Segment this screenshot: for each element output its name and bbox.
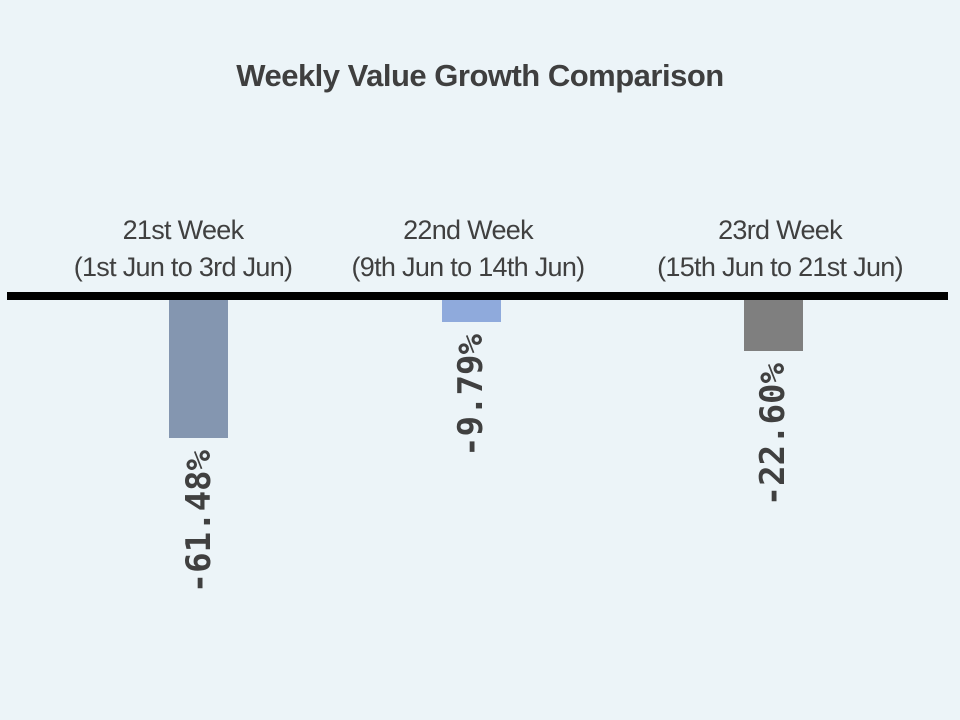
category-label-22nd-week: 22nd Week (9th Jun to 14th Jun) [298,212,638,286]
category-range-text: (15th Jun to 21st Jun) [657,252,903,282]
x-axis-baseline [7,292,948,300]
category-week-text: 23rd Week [718,215,842,245]
bar-23rd-week [744,300,803,351]
category-label-21st-week: 21st Week (1st Jun to 3rd Jun) [13,212,353,286]
bar-value-label-23rd-week: -22.60% [752,363,794,506]
chart-title: Weekly Value Growth Comparison [236,58,724,93]
category-range-text: (9th Jun to 14th Jun) [351,252,586,282]
category-range-text: (1st Jun to 3rd Jun) [73,252,293,282]
category-week-text: 22nd Week [403,215,533,245]
value-text: -61.48% [179,450,219,594]
category-label-23rd-week: 23rd Week (15th Jun to 21st Jun) [610,212,950,286]
value-text: -9.79% [451,334,491,457]
bar-22nd-week [442,300,501,322]
category-week-text: 21st Week [122,215,244,245]
bar-21st-week [169,300,228,438]
value-text: -22.60% [753,363,793,507]
bar-value-label-21st-week: -61.48% [178,450,220,593]
bar-value-label-22nd-week: -9.79% [450,334,492,457]
